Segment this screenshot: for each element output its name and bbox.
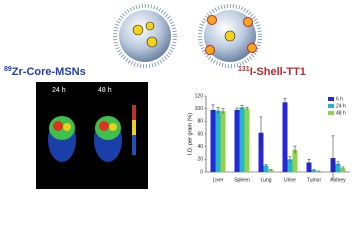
error-bar	[235, 107, 239, 112]
y-tick-label: 60	[197, 131, 203, 137]
error-bar	[216, 107, 220, 114]
pet-images: 24 h 48 h	[36, 82, 148, 189]
error-bar	[245, 107, 249, 110]
bar	[258, 132, 264, 172]
pet-label: 24 h	[52, 87, 66, 94]
legend-label: 24 h	[336, 103, 346, 109]
bar	[244, 108, 250, 172]
bar	[215, 110, 221, 172]
legend-label: 6 h	[336, 96, 343, 102]
legend-swatch	[328, 104, 334, 108]
bar-chart: I.D. per gram (%) 0 20 40 60 80 100 120 Liver Spl…	[187, 93, 350, 183]
shell-nanoparticle	[198, 4, 262, 68]
error-bar	[331, 135, 335, 181]
x-tick-label: Lung	[260, 177, 271, 183]
error-bar	[269, 169, 273, 171]
bar	[282, 102, 288, 172]
error-bar	[312, 169, 316, 171]
bar	[210, 109, 216, 172]
isotope: 89	[4, 66, 12, 73]
shell-label: 131I-Shell-TT1	[238, 66, 306, 78]
error-bar	[341, 166, 345, 170]
isotope: 131	[238, 66, 250, 73]
bar	[292, 149, 298, 172]
error-bar	[336, 161, 340, 166]
error-bar	[211, 104, 215, 115]
graphical-abstract: 89Zr-Core-MSNs 131I-Shell-TT1 24 h 48 h …	[4, 4, 350, 189]
bar	[340, 168, 346, 172]
label-text: I-Shell-TT1	[250, 66, 306, 78]
error-bar	[264, 164, 268, 167]
y-tick-label: 80	[197, 119, 203, 125]
error-bar	[259, 116, 263, 149]
y-tick-label: 40	[197, 144, 203, 150]
x-tick-label: Liver	[213, 177, 224, 183]
y-tick-label: 0	[200, 169, 203, 175]
legend-swatch	[328, 97, 334, 101]
pet-label: 48 h	[98, 87, 112, 94]
bar	[311, 170, 317, 172]
bar	[268, 170, 274, 172]
error-bar	[288, 156, 292, 162]
error-bar	[283, 98, 287, 107]
error-bar	[293, 145, 297, 154]
legend-swatch	[328, 111, 334, 115]
legend-label: 48 h	[336, 110, 346, 116]
x-tick-label: Urine	[284, 177, 296, 183]
error-bar	[221, 108, 225, 114]
core-label: 89Zr-Core-MSNs	[4, 66, 86, 78]
x-tick-label: Tumor	[307, 177, 322, 183]
y-tick-label: 20	[197, 157, 203, 163]
y-tick-label: 120	[195, 93, 204, 99]
error-bar	[307, 159, 311, 166]
bar	[263, 165, 269, 172]
bar	[335, 163, 341, 172]
x-tick-label: Kidney	[330, 177, 346, 183]
core-nanoparticle	[113, 4, 177, 68]
bar	[287, 159, 293, 172]
label-text: Zr-Core-MSNs	[12, 66, 86, 78]
bar	[220, 111, 226, 172]
y-tick-label: 100	[195, 106, 204, 112]
error-bar	[317, 170, 321, 172]
error-bar	[240, 105, 244, 110]
bar	[239, 107, 245, 172]
bar	[234, 109, 240, 172]
bar	[306, 162, 312, 172]
x-tick-label: Spleen	[234, 177, 250, 183]
y-axis-label: I.D. per gram (%)	[187, 113, 193, 155]
